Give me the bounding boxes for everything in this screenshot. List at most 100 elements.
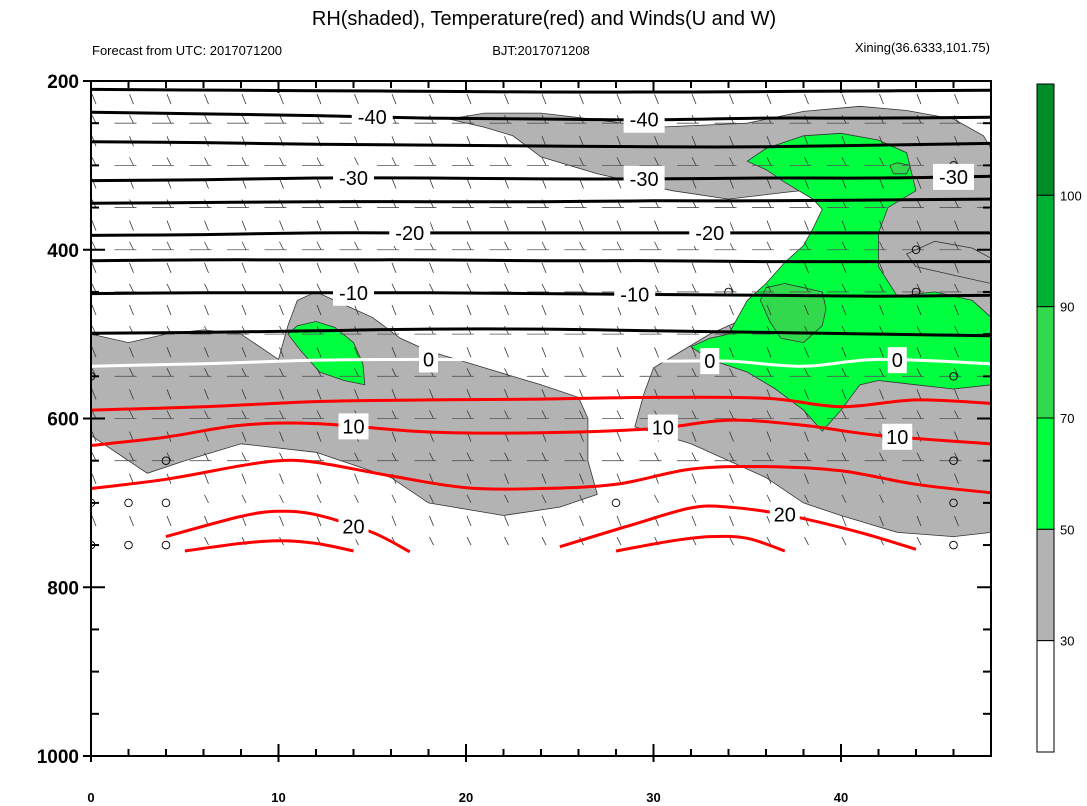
wind-barb-tick	[166, 283, 172, 293]
wind-barb-tick	[241, 241, 247, 250]
wind-barb-tick	[504, 410, 509, 419]
contour-label-bg	[419, 346, 438, 373]
wind-barb-tick	[129, 157, 134, 166]
wind-barb-tick	[204, 494, 209, 504]
wind-barb-tick	[541, 241, 547, 250]
wind-barb-tick	[466, 304, 472, 316]
contour-label-bg	[647, 414, 678, 441]
wind-barb-tick	[916, 157, 922, 166]
wind-barb-tick	[391, 262, 397, 273]
wind-barb-tick	[841, 262, 847, 273]
wind-barb-tick	[391, 347, 397, 358]
wind-barb-tick	[879, 347, 884, 358]
wind-barb-tick	[279, 368, 284, 377]
wind-barb-tick	[166, 115, 172, 124]
wind-barb-tick	[129, 473, 134, 484]
wind-barb-tick	[992, 284, 996, 292]
wind-barb-tick	[879, 389, 884, 400]
wind-barb-tick	[579, 473, 584, 484]
wind-barb-tick	[429, 178, 434, 189]
wind-barb-tick	[616, 368, 622, 377]
wind-barb-tick	[616, 157, 622, 166]
wind-barb-tick	[541, 494, 547, 504]
wind-barb-tick	[804, 304, 809, 316]
wind-barb-tick	[766, 157, 772, 166]
wind-barb-tick	[766, 262, 772, 273]
wind-barb-tick	[91, 452, 97, 461]
wind-barb-tick	[166, 368, 172, 377]
wind-barb-tick	[91, 115, 97, 124]
wind-barb-tick	[204, 368, 209, 377]
wind-barb-tick	[954, 347, 959, 358]
wind-barb-tick	[204, 410, 209, 419]
temperature-contour-0	[91, 357, 991, 368]
wind-barb-tick	[504, 494, 509, 504]
wind-barb-tick	[766, 283, 772, 293]
wind-barb-tick	[992, 305, 996, 315]
wind-barb-tick	[691, 93, 697, 105]
wind-barb-tick	[616, 220, 622, 231]
wind-barb-tick	[466, 494, 472, 504]
wind-barb-tick	[316, 304, 322, 316]
wind-barb-tick	[616, 410, 622, 419]
contour-label--20: -20	[395, 223, 424, 245]
contour-label-10: 10	[342, 416, 364, 438]
rh-region-70-90-6	[889, 162, 911, 175]
wind-barb-tick	[91, 515, 97, 527]
x-tick-label: 0	[87, 790, 94, 805]
y-tick-label: 400	[47, 241, 79, 262]
wind-barb-tick	[841, 241, 847, 250]
wind-barb-tick	[841, 283, 847, 293]
wind-barb-tick	[354, 157, 359, 166]
wind-barb-tick	[429, 304, 434, 316]
wind-barb-tick	[91, 347, 97, 358]
temperature-contour-25	[184, 539, 354, 553]
wind-barb-tick	[992, 94, 996, 104]
wind-barb-tick	[279, 473, 284, 484]
wind-barb-tick	[91, 220, 97, 231]
wind-barb-tick	[204, 93, 209, 105]
wind-barb-tick	[841, 494, 847, 504]
wind-barb-tick	[654, 494, 659, 504]
wind-barb-tick	[504, 515, 509, 527]
contour-label-bg	[389, 219, 431, 246]
wind-barb-tick	[204, 473, 209, 484]
wind-barb-tick	[204, 347, 209, 358]
wind-barb-tick	[279, 157, 284, 166]
wind-barb-tick	[504, 262, 509, 273]
wind-barb-tick	[766, 93, 772, 105]
wind-barb-tick	[391, 494, 397, 504]
wind-barb-tick	[954, 304, 959, 316]
wind-barb-tick	[766, 452, 772, 461]
wind-calm-circle	[161, 456, 171, 465]
plot-area: -40 -40 -30 -30 -30 -20 -20 -10 -10 0 0 0 10 10 10 20 20…	[37, 72, 996, 805]
wind-barb-tick	[916, 262, 922, 273]
wind-barb-tick	[279, 515, 284, 527]
temperature-contour--35	[91, 140, 991, 149]
x-tick-label: 30	[646, 790, 660, 805]
wind-barb-tick	[691, 473, 697, 484]
contour-label-bg	[769, 501, 800, 528]
wind-barb-tick	[354, 241, 359, 250]
wind-barb-tick	[992, 221, 996, 231]
wind-barb-tick	[354, 368, 359, 377]
temperature-contours	[91, 87, 991, 554]
wind-barb-tick	[541, 410, 547, 419]
wind-barb-tick	[129, 283, 134, 293]
temperature-contour--5	[91, 327, 991, 338]
wind-barb-tick	[954, 283, 959, 293]
wind-barb-tick	[954, 199, 959, 208]
contour-label--30: -30	[939, 167, 968, 189]
wind-barb-tick	[166, 93, 172, 105]
wind-barb-tick	[766, 368, 772, 377]
wind-barb-tick	[841, 157, 847, 166]
wind-barb-tick	[541, 304, 547, 316]
x-tick-label: 10	[271, 790, 285, 805]
wind-barb-tick	[166, 241, 172, 250]
wind-barb-tick	[579, 452, 584, 461]
wind-barb-tick	[579, 283, 584, 293]
wind-barb-tick	[279, 178, 284, 189]
temperature-contour--10	[91, 291, 991, 298]
wind-barb-tick	[916, 220, 922, 231]
wind-barb-tick	[241, 157, 247, 166]
